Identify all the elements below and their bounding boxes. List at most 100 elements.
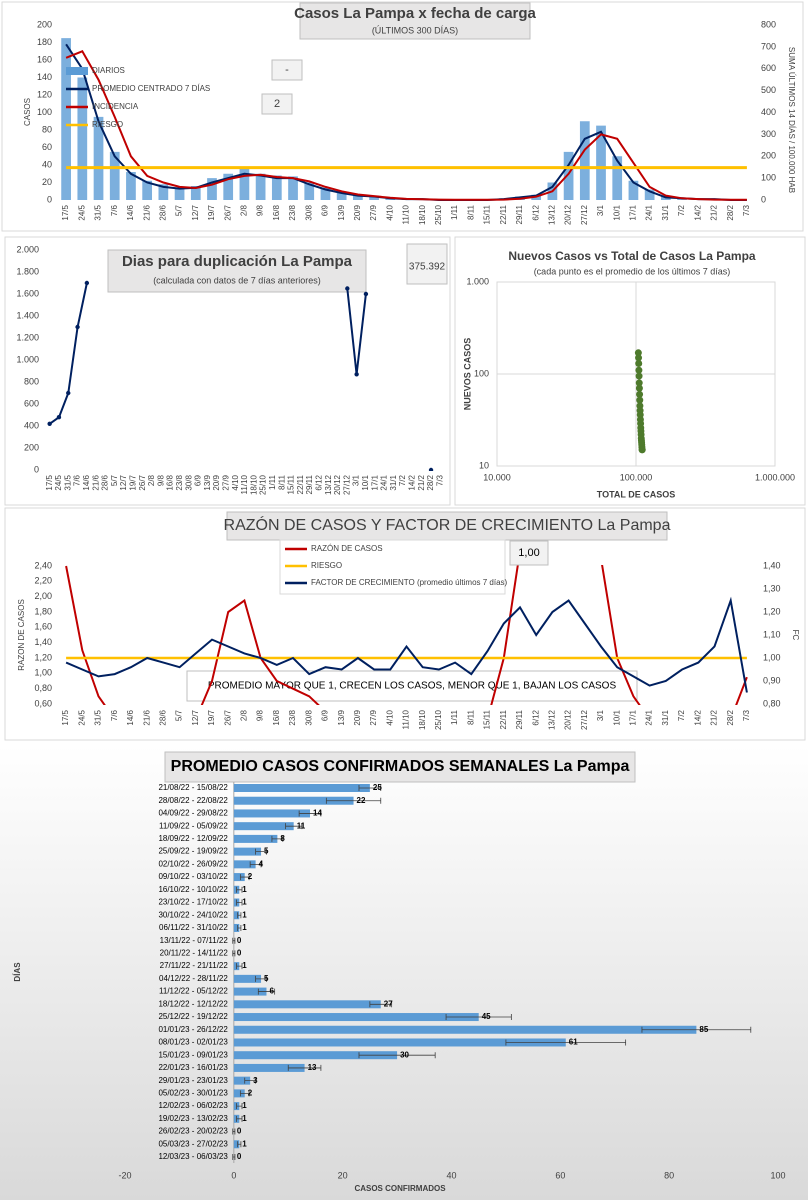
x-tick-label: 11/10 — [402, 204, 411, 224]
error-bar — [236, 899, 243, 906]
x-tick-label: 14/6 — [126, 709, 135, 725]
y-tick-label: 1.800 — [16, 266, 39, 276]
x-tick-label: 0 — [231, 1170, 236, 1180]
error-bar — [271, 835, 284, 842]
x-tick-label: 19/7 — [207, 204, 216, 220]
x-tick-label: 17/5 — [45, 474, 54, 490]
x-tick-label: 17/5 — [61, 709, 70, 725]
y-tick-label: 600 — [24, 398, 39, 408]
x-tick-label: 24/5 — [77, 204, 86, 220]
x-tick-label: 13/9 — [203, 474, 212, 490]
y-tick-label: 700 — [761, 41, 776, 51]
y-tick-label: 18/12/22 - 12/12/22 — [158, 999, 228, 1008]
y-tick-label: 0,90 — [763, 675, 781, 685]
x-tick-label: 8/11 — [277, 474, 286, 490]
x-tick-label: 9/8 — [256, 204, 265, 216]
x-tick-label: 14/6 — [82, 474, 91, 490]
x-tick-label: 29/11 — [305, 474, 314, 494]
x-tick-label: 6/9 — [194, 474, 203, 486]
y-tick-label: 22/01/23 - 16/01/23 — [158, 1063, 228, 1072]
error-bar — [641, 1026, 752, 1033]
error-bar — [285, 823, 303, 830]
x-tick-label: 7/6 — [73, 474, 82, 486]
button-label[interactable]: - — [285, 64, 289, 76]
x-tick-label: 11/10 — [402, 709, 411, 729]
bar — [233, 1051, 398, 1060]
data-label: 0 — [237, 1127, 242, 1136]
bar — [336, 192, 347, 200]
bar — [644, 189, 655, 200]
y-tick-label: 0 — [34, 464, 39, 474]
button-label[interactable]: 1,00 — [518, 547, 539, 559]
bar — [233, 987, 267, 996]
y-tick-label: 29/01/23 - 23/01/23 — [158, 1076, 228, 1085]
y-tick-label: 12/03/23 - 06/03/23 — [158, 1152, 228, 1161]
data-label: 0 — [237, 949, 242, 958]
series — [65, 50, 747, 201]
panel — [0, 745, 808, 1200]
x-tick-label: 20/9 — [353, 204, 362, 220]
x-tick-label: 18/10 — [418, 204, 427, 225]
legend-label: FACTOR DE CRECIMIENTO (promedio últimos … — [311, 578, 508, 587]
error-bar — [236, 1115, 243, 1122]
bar — [233, 834, 278, 843]
legend-label: RIESGO — [92, 120, 123, 129]
chart-title: PROMEDIO CASOS CONFIRMADOS SEMANALES La … — [171, 758, 630, 775]
x-tick-label: 80 — [664, 1170, 674, 1180]
y-tick-label: 0 — [761, 194, 766, 204]
y-tick-label: 20 — [42, 177, 52, 187]
data-label: 3 — [253, 1076, 258, 1085]
bar — [233, 1000, 381, 1009]
point — [354, 372, 359, 377]
x-tick-label: 30/8 — [304, 204, 313, 220]
data-label: 25 — [373, 783, 382, 792]
y-axis-title: RAZON DE CASOS — [17, 599, 26, 671]
data-label: 1 — [242, 1101, 247, 1110]
x-tick-label: 26/7 — [223, 204, 232, 220]
error-bar — [445, 1014, 512, 1021]
bar — [353, 194, 363, 200]
bar — [233, 1013, 479, 1022]
x-tick-label: 27/9 — [222, 474, 231, 490]
y-tick-label: 09/10/22 - 03/10/22 — [158, 872, 228, 881]
y-tick-label: 1.600 — [16, 288, 39, 298]
x-tick-label: 31/5 — [94, 709, 103, 725]
data-label: 1 — [242, 1139, 247, 1148]
y-tick-label: 100 — [37, 107, 52, 117]
x-tick-label: 28/6 — [101, 474, 110, 490]
button[interactable] — [261, 93, 293, 115]
x-tick-label: 2/8 — [240, 204, 249, 216]
bar — [304, 182, 315, 200]
bar — [109, 151, 120, 200]
y-tick-label: 02/10/22 - 26/09/22 — [158, 859, 228, 868]
y-tick-label: 180 — [37, 37, 52, 47]
bar — [233, 796, 354, 805]
x-tick-label: 14/2 — [408, 474, 417, 490]
x-tick-label: 15/11 — [483, 204, 492, 224]
y-axis-title: CASOS — [23, 98, 32, 126]
bar — [174, 187, 185, 200]
point — [634, 349, 642, 357]
point — [635, 354, 643, 362]
x-tick-label: 21/6 — [142, 709, 151, 725]
y-tick-label: 200 — [37, 19, 52, 29]
y-tick-label: 40 — [42, 159, 52, 169]
point — [635, 366, 643, 374]
y-tick-label: 11/09/22 - 05/09/22 — [159, 821, 228, 830]
y-tick-label: 1.000 — [16, 354, 39, 364]
bar — [233, 1038, 566, 1047]
button[interactable] — [271, 59, 303, 81]
button-label[interactable]: 2 — [274, 98, 280, 110]
button[interactable] — [509, 540, 549, 566]
y-tick-label: 16/10/22 - 10/10/22 — [158, 885, 228, 894]
point — [635, 384, 643, 392]
error-bar — [369, 1001, 393, 1008]
y-tick-label: 1,20 — [34, 652, 52, 662]
y-tick-label: 1.200 — [16, 332, 39, 342]
x-tick-label: 21/2 — [710, 204, 719, 220]
data-label: 5 — [264, 974, 269, 983]
x-tick-label: 31/5 — [94, 204, 103, 220]
error-bar — [239, 874, 250, 881]
x-tick-label: 21/2 — [710, 709, 719, 725]
y-tick-label: 140 — [37, 72, 52, 82]
